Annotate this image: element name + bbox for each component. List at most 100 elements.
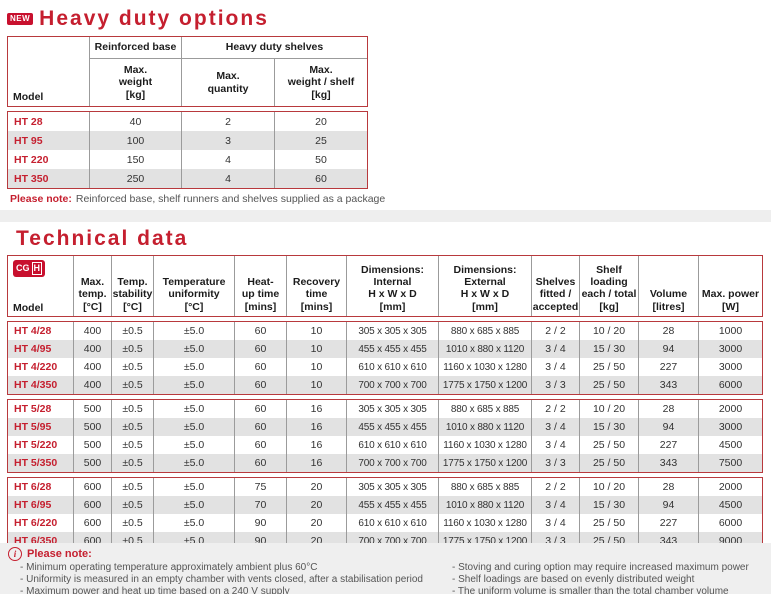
table-cell: ±5.0 (153, 376, 234, 394)
model-cell: HT 5/350 (8, 454, 73, 472)
section-divider (0, 210, 771, 222)
table-cell: 3 / 4 (531, 436, 579, 454)
table-cell: ±0.5 (111, 436, 153, 454)
model-cell: HT 4/350 (8, 376, 73, 394)
model-column-header: CG H Model (8, 256, 73, 316)
reinforced-base-header: Reinforced base (89, 37, 181, 59)
table-cell: 2 / 2 (531, 478, 579, 496)
table-cell: 10 / 20 (579, 400, 638, 418)
table-cell: 700 x 700 x 700 (346, 454, 438, 472)
table-cell: 455 x 455 x 455 (346, 418, 438, 436)
table-cell: 500 (73, 400, 111, 418)
table-cell: 3 / 4 (531, 514, 579, 532)
table-cell: 343 (638, 376, 698, 394)
table-cell: ±5.0 (153, 340, 234, 358)
table-cell: 94 (638, 496, 698, 514)
badge-cg-text: CG (16, 263, 30, 273)
table-cell: 500 (73, 436, 111, 454)
table-cell: 1775 x 1750 x 1200 (438, 376, 531, 394)
note-label: Please note: (10, 193, 72, 205)
table-cell: 20 (274, 112, 367, 131)
table-cell: 880 x 685 x 885 (438, 400, 531, 418)
table-cell: 10 (286, 322, 346, 340)
table-cell: 4500 (698, 436, 762, 454)
table-cell: ±5.0 (153, 496, 234, 514)
table-cell: 15 / 30 (579, 340, 638, 358)
heavy-duty-section-title: Heavy duty options (39, 7, 269, 30)
info-icon: i (8, 547, 22, 561)
table-cell: 305 x 305 x 305 (346, 400, 438, 418)
column-header: Max. temp. [°C] (73, 256, 111, 316)
model-label: Model (13, 302, 44, 314)
table-cell: 610 x 610 x 610 (346, 358, 438, 376)
heavy-duty-table-body: HT 28 40 2 20 HT 95 100 3 25 HT 220 150 4 50 HT 350 2… (7, 111, 368, 189)
table-cell: ±0.5 (111, 454, 153, 472)
badge-h-text: H (31, 262, 42, 275)
table-cell: ±5.0 (153, 322, 234, 340)
table-cell: 40 (89, 112, 181, 131)
model-column-header: Model (13, 90, 44, 103)
table-cell: 25 / 50 (579, 376, 638, 394)
table-cell: 60 (234, 322, 286, 340)
table-cell: 455 x 455 x 455 (346, 340, 438, 358)
table-cell: 20 (286, 496, 346, 514)
table-cell: ±5.0 (153, 400, 234, 418)
new-badge: NEW (7, 13, 34, 25)
table-cell: 1000 (698, 322, 762, 340)
table-cell: 16 (286, 454, 346, 472)
note-item: - The uniform volume is smaller than the… (452, 586, 729, 594)
table-cell: 7500 (698, 454, 762, 472)
model-cell: HT 4/220 (14, 361, 58, 373)
notes-col-left: - Minimum operating temperature approxim… (20, 562, 423, 594)
table-cell: 400 (73, 340, 111, 358)
table-cell: 400 (73, 358, 111, 376)
note-item: - Stoving and curing option may require … (452, 562, 749, 573)
note-item: - Maximum power and heat up time based o… (20, 586, 290, 594)
table-cell: 2 / 2 (531, 322, 579, 340)
column-header: Dimensions: Internal H x W x D [mm] (346, 256, 438, 316)
table-cell: 4500 (698, 496, 762, 514)
table-cell: 25 / 50 (579, 514, 638, 532)
table-cell: 15 / 30 (579, 496, 638, 514)
table-cell: 25 / 50 (579, 436, 638, 454)
technical-section: Technical data CG H Model Max. temp. [°C]… (0, 227, 771, 551)
table-cell: 25 (274, 131, 367, 150)
table-cell: 455 x 455 x 455 (346, 496, 438, 514)
table-cell: ±5.0 (153, 436, 234, 454)
table-cell: ±0.5 (111, 358, 153, 376)
table-cell: 60 (234, 436, 286, 454)
table-cell: 60 (234, 340, 286, 358)
heavy-duty-note: Please note: Reinforced base, shelf runne… (10, 193, 771, 205)
technical-table: CG H Model Max. temp. [°C] Temp. stability… (7, 255, 763, 551)
table-cell: ±5.0 (153, 454, 234, 472)
table-cell: 60 (234, 358, 286, 376)
table-cell: 1010 x 880 x 1120 (438, 340, 531, 358)
note-item: - Shelf loadings are based on evenly dis… (452, 574, 695, 585)
table-cell: 600 (73, 496, 111, 514)
table-cell: 227 (638, 436, 698, 454)
table-cell: 150 (89, 150, 181, 169)
table-cell: ±0.5 (111, 478, 153, 496)
table-cell: 227 (638, 358, 698, 376)
table-cell: ±5.0 (153, 514, 234, 532)
model-cell: HT 28 (14, 115, 43, 128)
table-cell: 3 / 4 (531, 418, 579, 436)
table-cell: 1160 x 1030 x 1280 (438, 436, 531, 454)
table-cell: 400 (73, 322, 111, 340)
table-group: HT 6/28 600 ±0.5 ±5.0 75 20 305 x 305 x 305 880… (7, 477, 763, 551)
table-cell: ±0.5 (111, 340, 153, 358)
technical-title-row: Technical data (16, 227, 771, 251)
table-cell: 10 / 20 (579, 322, 638, 340)
table-cell: 16 (286, 436, 346, 454)
table-cell: 6000 (698, 376, 762, 394)
table-cell: 60 (274, 169, 367, 188)
column-header: Dimensions: External H x W x D [mm] (438, 256, 531, 316)
model-cell: HT 4/95 (8, 340, 73, 358)
model-cell: HT 350 (8, 169, 89, 188)
column-header: Heat- up time [mins] (234, 256, 286, 316)
model-cell: HT 5/95 (8, 418, 73, 436)
table-cell: 500 (73, 418, 111, 436)
column-header: Max. power [W] (698, 256, 762, 316)
table-cell: 2 / 2 (531, 400, 579, 418)
note-item: - Uniformity is measured in an empty cha… (20, 574, 423, 585)
